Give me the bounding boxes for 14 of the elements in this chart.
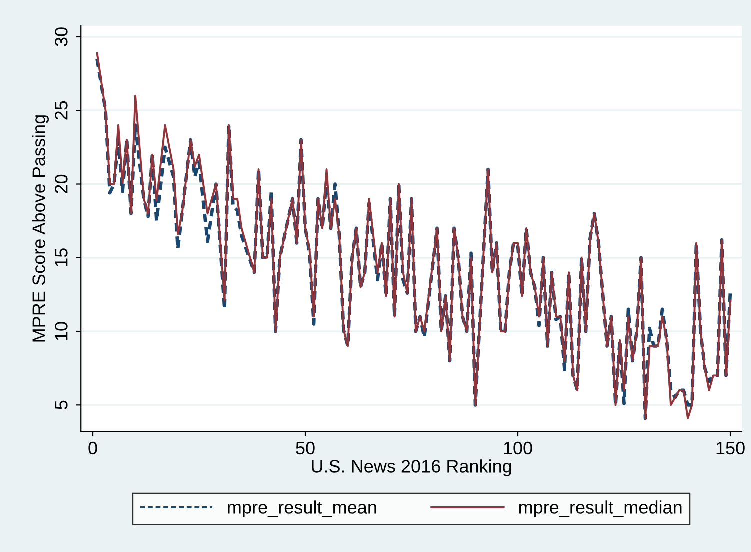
y-axis-title: MPRE Score Above Passing — [32, 116, 49, 342]
y-tick-label: 15 — [55, 248, 68, 267]
x-tick-label: 50 — [296, 442, 315, 455]
x-tick-label: 100 — [504, 442, 532, 455]
legend-label: mpre_result_median — [519, 500, 682, 518]
y-tick-label: 20 — [55, 174, 68, 194]
x-tick-label: 150 — [716, 442, 745, 455]
y-tick-label: 10 — [55, 322, 68, 340]
y-tick-label: 25 — [55, 101, 68, 120]
legend-label: mpre_result_mean — [228, 500, 376, 518]
x-axis-title: U.S. News 2016 Ranking — [312, 460, 512, 476]
y-tick-label: 30 — [55, 28, 68, 46]
x-tick-label: 0 — [88, 442, 98, 455]
y-tick-label: 5 — [55, 400, 68, 410]
